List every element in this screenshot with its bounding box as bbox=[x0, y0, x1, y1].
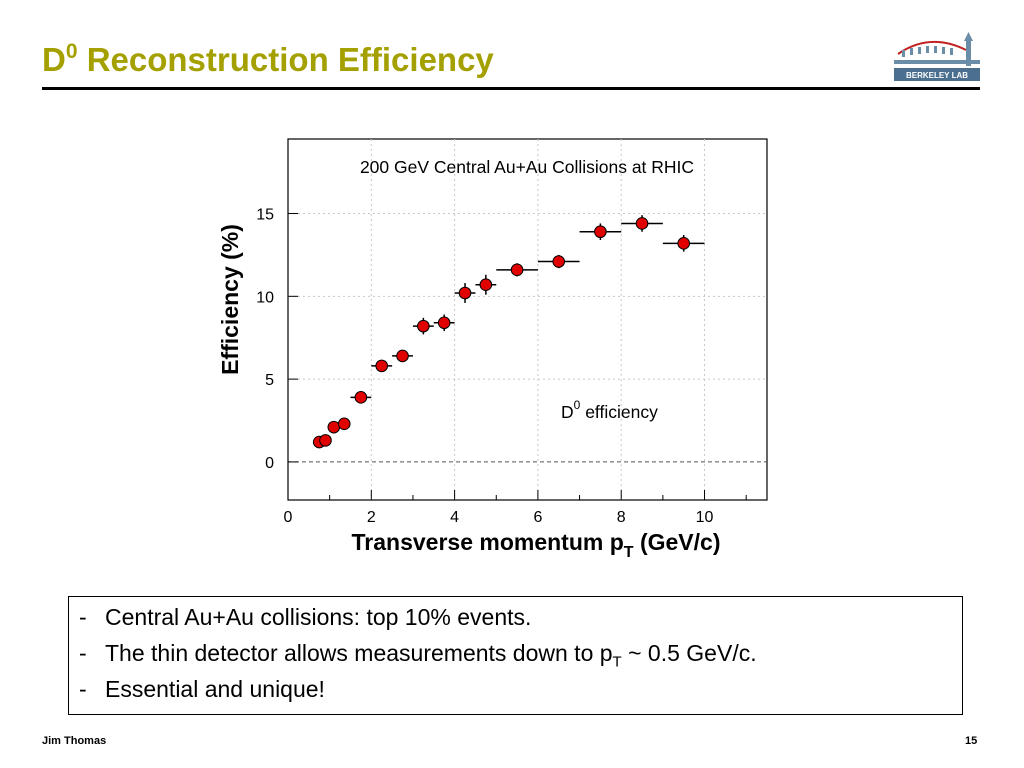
page-number: 15 bbox=[965, 735, 978, 747]
note-dash: - bbox=[79, 676, 87, 702]
note-subscript: T bbox=[612, 653, 622, 671]
y-tick-label: 0 bbox=[265, 455, 274, 472]
data-point bbox=[327, 420, 341, 434]
plot-area: 0 2 4 6 8 10 0 5 10 15 200 GeV Central Au+Au Colli… bbox=[217, 138, 768, 561]
x-tick-label: 10 bbox=[696, 509, 714, 526]
footer-author: Jim Thomas bbox=[42, 735, 107, 747]
slide-title: D0 Reconstruction Efficiency bbox=[42, 40, 494, 79]
note-text-main: The thin detector allows measurements do… bbox=[105, 640, 613, 666]
title-symbol: D bbox=[42, 41, 66, 78]
data-point bbox=[417, 319, 430, 333]
data-point bbox=[510, 263, 524, 277]
note-dash: - bbox=[79, 640, 87, 666]
x-axis-label-main: Transverse momentum p bbox=[352, 529, 624, 555]
berkeley-lab-logo: BERKELEY LAB bbox=[894, 32, 980, 81]
x-tick-label: 8 bbox=[617, 509, 626, 526]
x-tick-label: 2 bbox=[367, 509, 376, 526]
data-point bbox=[375, 359, 389, 373]
logo-tower bbox=[966, 40, 971, 66]
data-point bbox=[396, 349, 409, 363]
y-tick-label: 15 bbox=[256, 207, 274, 224]
note-text: Essential and unique! bbox=[105, 676, 325, 702]
note-text: The thin detector allows measurements do… bbox=[105, 640, 757, 671]
title-text: Reconstruction Efficiency bbox=[77, 41, 494, 78]
logo-columns bbox=[902, 46, 953, 57]
y-tick-label: 10 bbox=[256, 289, 274, 306]
data-point bbox=[635, 217, 649, 230]
data-point bbox=[319, 434, 332, 447]
logo-band bbox=[894, 60, 980, 64]
notes-box: - Central Au+Au collisions: top 10% even… bbox=[68, 596, 963, 715]
note-dash: - bbox=[79, 604, 87, 630]
data-point bbox=[337, 417, 351, 431]
x-axis-label: Transverse momentum pT (GeV/c) bbox=[352, 529, 721, 561]
y-axis-label: Efficiency (%) bbox=[217, 224, 243, 375]
data-point bbox=[594, 225, 607, 239]
x-tick-label: 0 bbox=[284, 509, 293, 526]
note-item: - Central Au+Au collisions: top 10% even… bbox=[79, 604, 962, 640]
x-axis-label-tail: (GeV/c) bbox=[634, 529, 721, 555]
note-item: - The thin detector allows measurements … bbox=[79, 640, 962, 676]
title-divider bbox=[42, 87, 980, 90]
y-tick-label: 5 bbox=[265, 372, 274, 389]
data-point bbox=[458, 286, 472, 300]
logo-text: BERKELEY LAB bbox=[906, 71, 968, 80]
logo-text-box bbox=[894, 68, 980, 81]
data-point bbox=[437, 316, 451, 330]
legend-superscript: 0 bbox=[574, 398, 581, 412]
legend-label: D0 efficiency bbox=[561, 398, 658, 422]
data-point bbox=[552, 255, 566, 268]
note-text-after: ~ 0.5 GeV/c. bbox=[621, 640, 757, 666]
data-point bbox=[479, 278, 493, 292]
x-tick-label: 4 bbox=[450, 509, 459, 526]
plot-frame bbox=[287, 138, 768, 501]
logo-tower-top bbox=[964, 32, 973, 41]
legend-symbol: D bbox=[561, 402, 574, 422]
legend-text: efficiency bbox=[580, 402, 658, 422]
data-point bbox=[354, 391, 368, 404]
data-point bbox=[677, 237, 690, 250]
x-axis-label-sub: T bbox=[624, 544, 634, 561]
note-text: Central Au+Au collisions: top 10% events… bbox=[105, 604, 532, 630]
note-item: - Essential and unique! bbox=[79, 676, 962, 712]
x-tick-label: 6 bbox=[533, 509, 542, 526]
title-superscript: 0 bbox=[65, 40, 78, 63]
chart-title: 200 GeV Central Au+Au Collisions at RHIC bbox=[360, 157, 694, 177]
